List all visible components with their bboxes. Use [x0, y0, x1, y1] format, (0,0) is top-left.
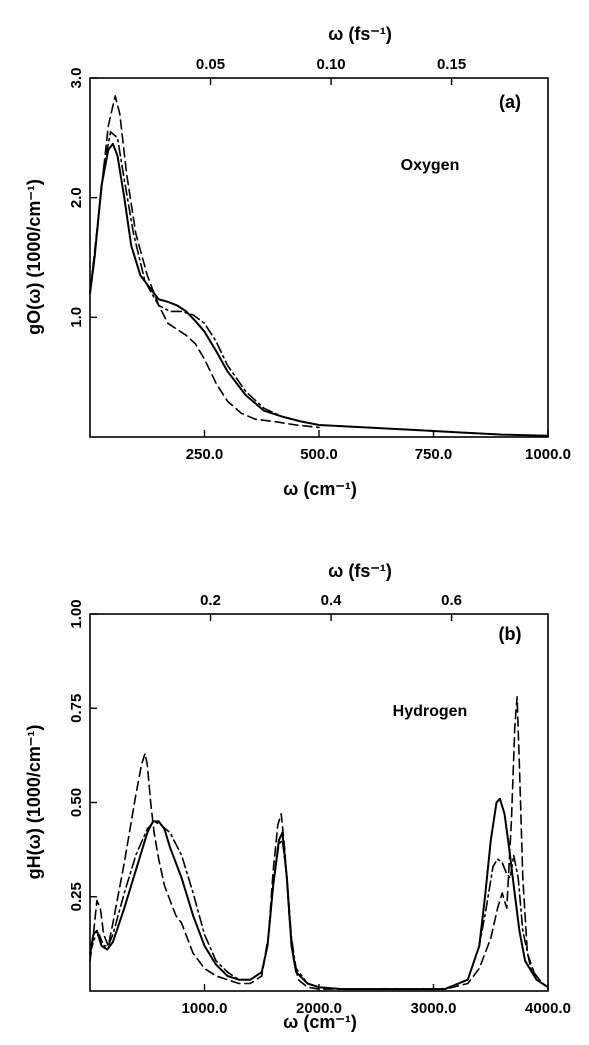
series-solid-line	[89, 142, 549, 437]
x2-tick-label: 0.4	[321, 592, 343, 609]
series-solid-line	[89, 797, 549, 991]
panel-label: (a)	[499, 92, 521, 112]
x-tick-label: 500.0	[300, 446, 338, 463]
y-tick-label: 2.0	[68, 187, 85, 208]
x2-axis-title: ω (fs⁻¹)	[328, 24, 392, 44]
x-tick-label: 1000.0	[182, 1000, 228, 1017]
x2-tick-label: 0.10	[316, 56, 345, 73]
panel-label: (b)	[499, 624, 522, 644]
panel-b-plot-frame	[89, 613, 549, 992]
x2-axis-title: ω (fs⁻¹)	[328, 561, 392, 581]
x-tick-label: 3000.0	[411, 1000, 457, 1017]
series-dash-dot-line	[89, 820, 549, 990]
y-tick-label: 3.0	[68, 68, 85, 89]
x-tick-label: 750.0	[415, 446, 453, 463]
y-tick-label: 1.00	[68, 599, 85, 628]
species-annotation: Hydrogen	[393, 703, 468, 720]
x2-tick-label: 0.05	[196, 56, 225, 73]
series-dash-dot-line	[89, 131, 320, 426]
panel-b-group: 1000.0 2000.0 3000.0 4000.0 0.2 0.4 0.6 0.25 0.5…	[24, 561, 571, 1032]
x-axis-title: ω (cm⁻¹)	[283, 479, 357, 499]
x-tick-label: 1000.0	[525, 446, 571, 463]
y-axis-title: gO(ω) (1000/cm⁻¹)	[24, 179, 44, 335]
species-annotation: Oxygen	[401, 157, 460, 174]
y-tick-label: 0.75	[68, 694, 85, 723]
x2-tick-label: 0.15	[437, 56, 466, 73]
y-tick-label: 0.25	[68, 882, 85, 911]
x2-tick-label: 0.2	[200, 592, 221, 609]
x-tick-label: 2000.0	[296, 1000, 342, 1017]
x-tick-label: 4000.0	[525, 1000, 571, 1017]
y-tick-label: 0.50	[68, 788, 85, 817]
panel-a-group: 250.0 500.0 750.0 1000.0 0.05 0.10 0.15 1.0 2.0 3…	[24, 24, 571, 499]
x-axis-title: ω (cm⁻¹)	[283, 1012, 357, 1032]
x2-tick-label: 0.6	[441, 592, 462, 609]
x-tick-label: 250.0	[186, 446, 224, 463]
series-dashed-line	[89, 95, 320, 429]
y-tick-label: 1.0	[68, 307, 85, 328]
y-axis-title: gH(ω) (1000/cm⁻¹)	[24, 725, 44, 880]
panel-a-plot-frame	[89, 77, 549, 438]
